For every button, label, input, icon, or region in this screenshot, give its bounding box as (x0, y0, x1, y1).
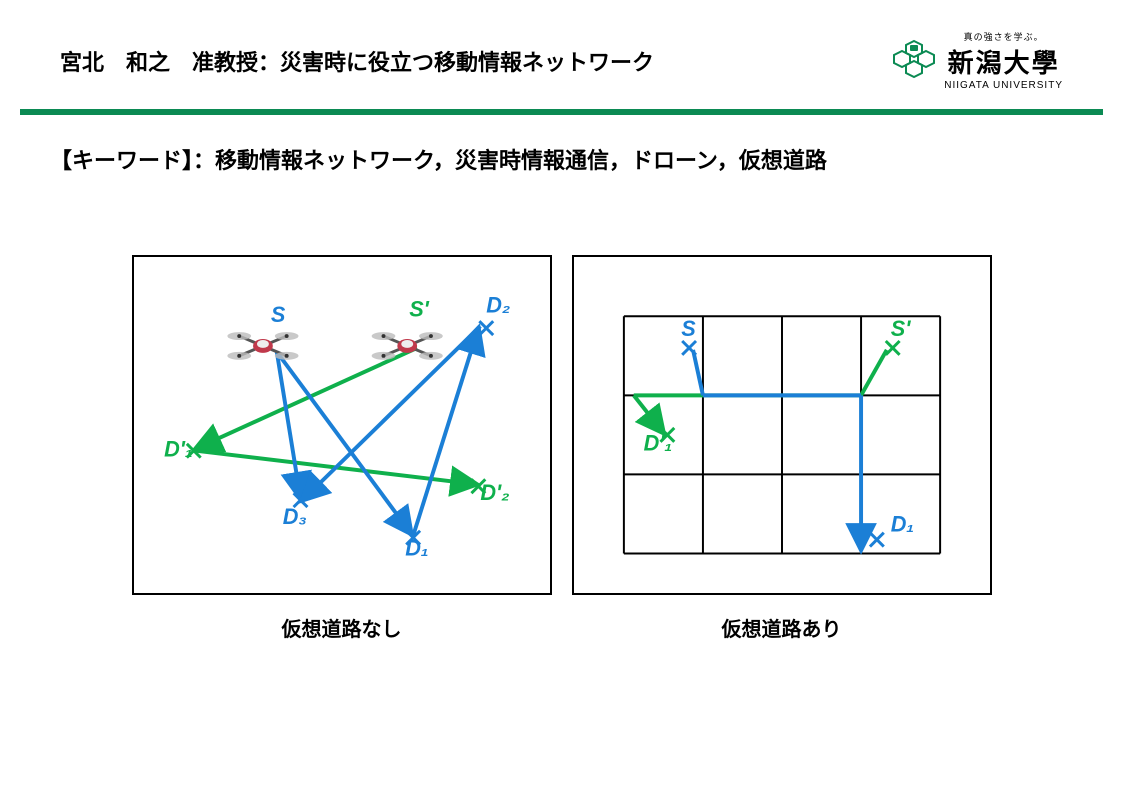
svg-text:D₁: D₁ (890, 512, 913, 537)
svg-text:S': S' (409, 296, 429, 321)
svg-text:D'₂: D'₂ (480, 480, 509, 505)
logo-university: NIIGATA UNIVERSITY (944, 80, 1063, 91)
svg-text:D'₁: D'₁ (164, 437, 193, 462)
svg-text:S: S (681, 316, 696, 341)
right-caption: 仮想道路あり (722, 613, 842, 642)
page-title: 宮北 和之 准教授：災害時に役立つ移動情報ネットワーク (60, 45, 654, 77)
svg-text:D₂: D₂ (486, 292, 510, 317)
right-diagram: S S' D'₁ D₁ (572, 255, 992, 595)
svg-text:D₃: D₃ (282, 504, 306, 529)
left-panel: S S' D₂ D'₁ D₃ D'₂ D₁ 仮想道路なし (132, 255, 552, 642)
university-logo: 真の強さを学ぶ。 新潟大學 NIIGATA UNIVERSITY (890, 30, 1063, 91)
svg-text:S': S' (890, 316, 910, 341)
svg-text:D'₁: D'₁ (643, 431, 672, 456)
header: 宮北 和之 准教授：災害時に役立つ移動情報ネットワーク 真の強さを学ぶ。 新潟大… (0, 0, 1123, 101)
logo-tagline: 真の強さを学ぶ。 (964, 30, 1044, 43)
left-caption: 仮想道路なし (282, 613, 402, 642)
logo-name: 新潟大學 (948, 43, 1060, 80)
figures-row: S S' D₂ D'₁ D₃ D'₂ D₁ 仮想道路なし S S' D'₁ D₁ 仮想道路あり (0, 255, 1123, 642)
svg-text:S: S (270, 302, 285, 327)
logo-icon (890, 37, 938, 85)
svg-text:D₁: D₁ (405, 535, 428, 560)
keywords-line: 【キーワード】：移動情報ネットワーク，災害時情報通信，ドローン，仮想道路 (0, 115, 1123, 175)
right-panel: S S' D'₁ D₁ 仮想道路あり (572, 255, 992, 642)
left-diagram: S S' D₂ D'₁ D₃ D'₂ D₁ (132, 255, 552, 595)
